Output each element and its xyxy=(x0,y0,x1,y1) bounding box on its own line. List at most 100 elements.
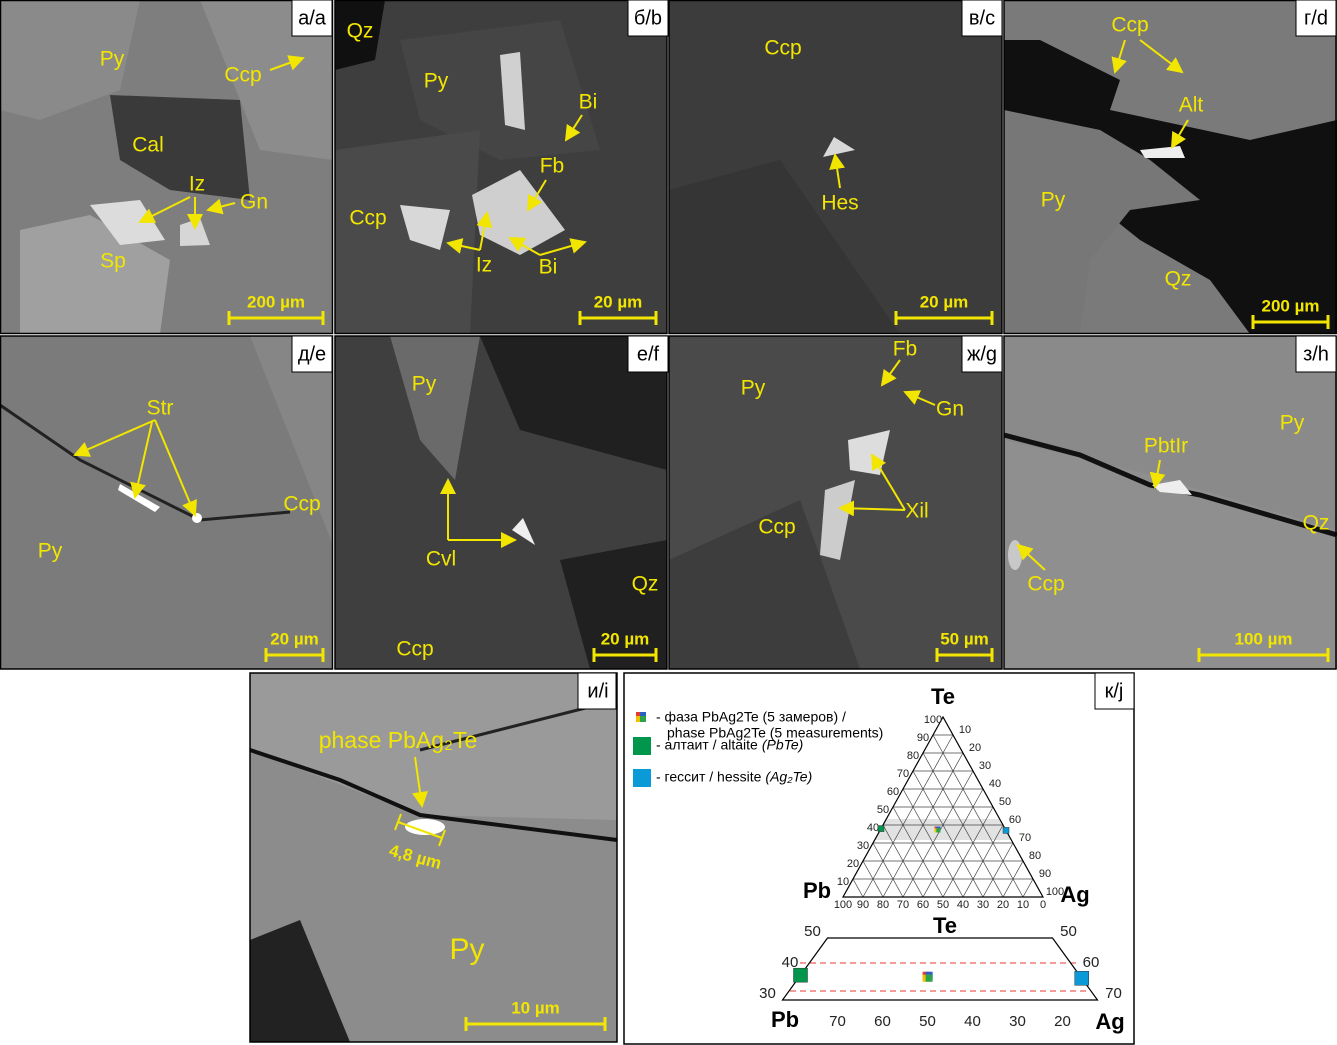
vertex: Pb xyxy=(771,1007,799,1032)
pb-tick: 60 xyxy=(874,1013,891,1030)
pb-tick: 20 xyxy=(997,899,1009,911)
label-box xyxy=(961,335,1003,373)
panel-label: г/d xyxy=(1304,7,1328,29)
annotation: Ccp xyxy=(764,37,801,60)
arrow xyxy=(870,453,906,511)
panel-label: е/f xyxy=(637,343,660,365)
arrow xyxy=(829,153,846,189)
label-box xyxy=(291,335,333,373)
grid-line xyxy=(852,878,864,898)
ag-tick: 70 xyxy=(1105,985,1122,1002)
ag-tick: 50 xyxy=(1060,923,1077,940)
annotation: Ccp xyxy=(224,64,261,87)
label-box xyxy=(577,672,617,710)
pb-tick: 50 xyxy=(919,1013,936,1030)
legend-marker xyxy=(633,769,651,787)
grid-line xyxy=(912,770,984,898)
te-tick: 60 xyxy=(887,786,899,798)
vertex: Te xyxy=(933,913,957,938)
scale-label: 200 µm xyxy=(247,292,305,311)
panel-label: ж/g xyxy=(967,343,997,365)
ag-tick: 50 xyxy=(999,796,1011,808)
annotation: Bi xyxy=(539,256,558,279)
vertex: Te xyxy=(931,684,955,709)
scale-label: 100 µm xyxy=(1235,629,1293,648)
legend-text: - фаза PbAg2Te (5 замеров) / xyxy=(656,709,846,725)
grid-line xyxy=(862,734,954,898)
legend-marker xyxy=(636,716,642,722)
arrow xyxy=(564,114,583,142)
panel-label: з/h xyxy=(1303,343,1329,365)
te-tick: 50 xyxy=(877,804,889,816)
grid-line xyxy=(942,806,994,898)
pb-tick: 60 xyxy=(917,899,929,911)
ag-tick: 10 xyxy=(959,724,971,736)
pb-tick: 90 xyxy=(857,899,869,911)
ag-tick: 60 xyxy=(1009,814,1021,826)
arrow xyxy=(412,756,428,808)
annotation: Qz xyxy=(1165,268,1192,291)
annotation: Str xyxy=(147,397,174,420)
annotation: Py xyxy=(100,48,125,71)
pb-tick: 30 xyxy=(977,899,989,911)
legend-formula: (PbTe) xyxy=(762,737,804,753)
annotation: Py xyxy=(424,70,449,93)
label-box xyxy=(961,0,1003,37)
big-point xyxy=(1002,827,1010,834)
te-tick: 20 xyxy=(847,858,859,870)
arrow xyxy=(154,419,197,517)
panel-label: б/b xyxy=(634,7,662,29)
annotation: Cal xyxy=(132,134,164,157)
arrow xyxy=(903,390,936,406)
legend-marker xyxy=(636,712,642,718)
label-box xyxy=(1295,335,1337,373)
pb-tick: 50 xyxy=(937,899,949,911)
ag-tick: 100 xyxy=(1046,886,1064,898)
legend-formula: (Ag₂Te) xyxy=(765,769,812,785)
grid-line xyxy=(902,770,974,898)
te-tick: 30 xyxy=(759,985,776,1002)
ag-tick: 80 xyxy=(1029,850,1041,862)
arrow xyxy=(880,359,901,387)
scale-label: 20 µm xyxy=(270,629,319,648)
te-tick: 90 xyxy=(917,732,929,744)
pb-tick: 70 xyxy=(897,899,909,911)
annotation: Bi xyxy=(579,91,598,114)
grid-line xyxy=(862,860,884,898)
te-tick: 30 xyxy=(857,840,869,852)
pb-tick: 40 xyxy=(957,899,969,911)
te-tick: 40 xyxy=(867,822,879,834)
te-tick: 70 xyxy=(897,768,909,780)
label-box xyxy=(1094,672,1135,710)
arrow xyxy=(526,179,547,212)
annotation: Ccp xyxy=(396,638,433,661)
pb-tick: 20 xyxy=(1054,1013,1071,1030)
panel-label: а/a xyxy=(298,7,327,29)
annotation: Ccp xyxy=(349,207,386,230)
label-box xyxy=(1295,0,1337,37)
te-tick: 40 xyxy=(782,954,799,971)
annotation: Fb xyxy=(540,155,565,178)
zoom-point xyxy=(1074,971,1089,986)
arrow xyxy=(206,198,236,215)
grid-line xyxy=(892,806,944,898)
ag-tick: 70 xyxy=(1019,832,1031,844)
annotation: Py xyxy=(1041,189,1066,212)
pb-tick: 100 xyxy=(834,899,852,911)
ag-tick: 40 xyxy=(989,778,1001,790)
annotation: Xil xyxy=(905,500,928,523)
scale-label: 20 µm xyxy=(920,292,969,311)
annotation: Gn xyxy=(936,398,964,421)
legend-text: - гессит / hessite xyxy=(656,769,762,785)
scale-label: 10 µm xyxy=(511,998,560,1017)
grid-line xyxy=(982,842,1014,898)
scale-label: 20 µm xyxy=(594,292,643,311)
pb-tick: 40 xyxy=(964,1013,981,1030)
scale-label: 20 µm xyxy=(601,629,650,648)
arrow xyxy=(1016,543,1046,571)
legend-marker xyxy=(633,737,651,755)
pb-tick: 30 xyxy=(1009,1013,1026,1030)
arrow xyxy=(138,196,191,223)
